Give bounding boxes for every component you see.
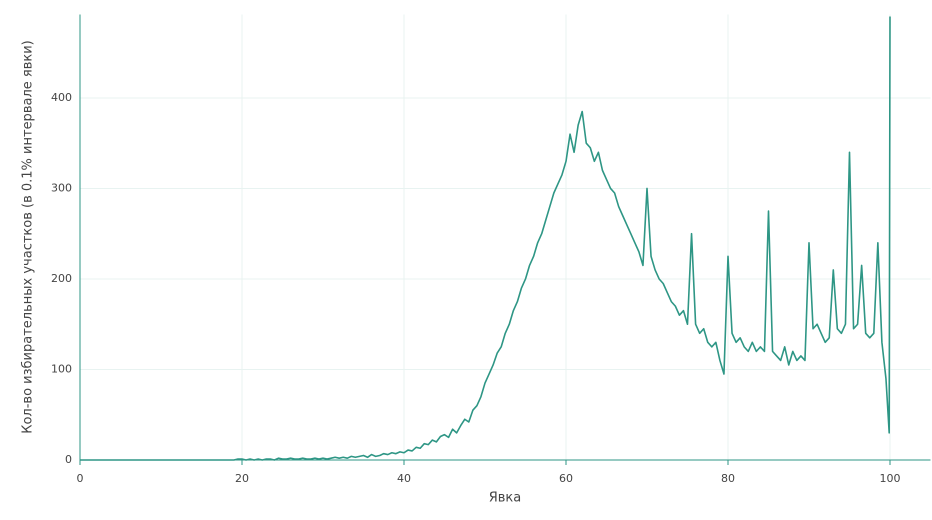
y-tick-label: 200 bbox=[51, 272, 72, 285]
x-tick-label: 80 bbox=[721, 472, 735, 485]
x-tick-label: 40 bbox=[397, 472, 411, 485]
x-axis-label: Явка bbox=[489, 491, 522, 506]
y-tick-label: 300 bbox=[51, 181, 72, 194]
y-tick-label: 400 bbox=[51, 91, 72, 104]
data-line bbox=[80, 16, 891, 461]
y-tick-label: 0 bbox=[65, 453, 72, 466]
y-tick-label: 100 bbox=[51, 362, 72, 375]
x-tick-label: 60 bbox=[559, 472, 573, 485]
x-tick-label: 20 bbox=[235, 472, 249, 485]
y-axis-label: Кол-во избирательных участков (в 0.1% ин… bbox=[21, 40, 36, 434]
x-tick-label: 0 bbox=[77, 472, 84, 485]
x-tick-label: 100 bbox=[880, 472, 901, 485]
